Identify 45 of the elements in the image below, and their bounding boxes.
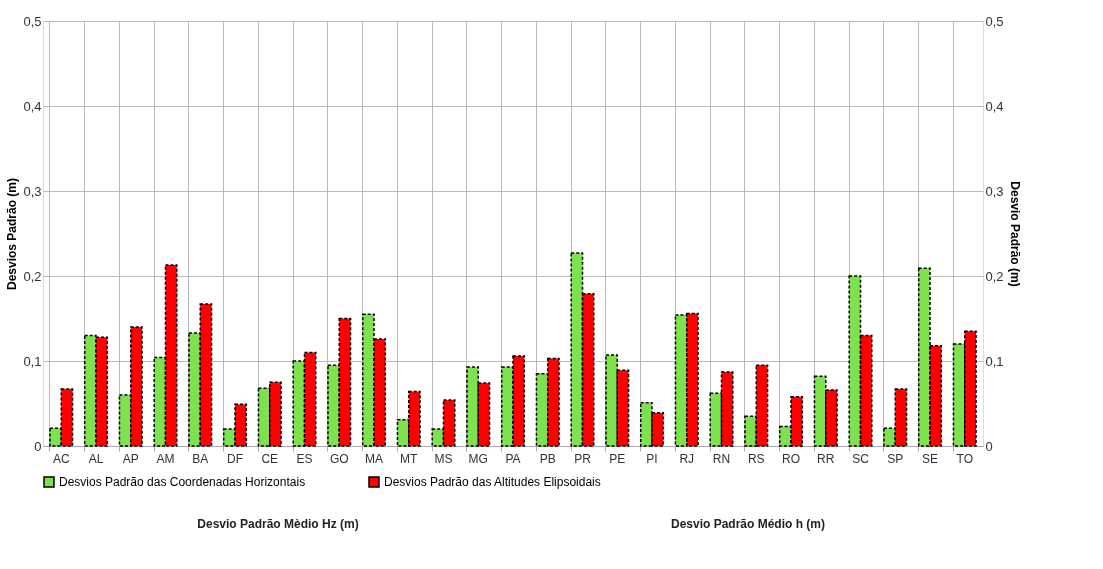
x-tick-label: PA xyxy=(505,451,521,466)
y2-tick-label: 0 xyxy=(985,438,993,454)
x-tick-label: AP xyxy=(122,451,139,466)
y-axis-title: Desvios Padrão (m) xyxy=(5,177,20,291)
y2-tick-label: 0,2 xyxy=(985,268,1004,284)
x-tick-label: RS xyxy=(747,451,765,466)
y2-axis-title: Desvio Padrão (m) xyxy=(1007,181,1022,287)
text: Desvio Padrão Médio h (m) xyxy=(670,517,826,531)
y-tick-label: 0,2 xyxy=(23,268,42,284)
x-tick-label: PE xyxy=(609,451,626,466)
legend-label: Desvios Padrão das Altitudes Elipsoidais xyxy=(384,475,601,489)
x-tick-label: SE xyxy=(922,451,939,466)
text: Desvio Padrão Mèdio Hz (m) xyxy=(197,517,359,531)
x-tick-label: DF xyxy=(227,451,243,466)
y-tick-label: 0 xyxy=(34,438,42,454)
x-tick-label: RO xyxy=(782,451,800,466)
x-tick-label: SC xyxy=(852,451,870,466)
y-tick-label: 0,3 xyxy=(23,183,42,199)
x-tick-label: RN xyxy=(712,451,731,466)
x-tick-label: MS xyxy=(434,451,453,466)
y2-tick-label: 0,1 xyxy=(985,353,1004,369)
y2-tick-label: 0,5 xyxy=(985,13,1004,29)
y-tick-label: 0,1 xyxy=(23,353,42,369)
x-tick-label: PI xyxy=(646,451,658,466)
x-tick-label: AC xyxy=(52,451,70,466)
legend-label: Desvios Padrão das Coordenadas Horizontais xyxy=(59,475,306,489)
x-tick-label: ES xyxy=(296,451,313,466)
x-tick-label: TO xyxy=(956,451,973,466)
x-tick-label: MA xyxy=(365,451,383,466)
x-tick-label: MT xyxy=(400,451,419,466)
x-tick-label: SP xyxy=(887,451,904,466)
x-tick-label: MG xyxy=(468,451,488,466)
x-tick-label: PR xyxy=(574,451,592,466)
x-tick-label: AL xyxy=(88,451,104,466)
y2-tick-label: 0,3 xyxy=(985,183,1004,199)
x-tick-label: RJ xyxy=(679,451,695,466)
x-tick-label: AM xyxy=(156,451,175,466)
x-tick-label: PB xyxy=(539,451,556,466)
x-tick-label: CE xyxy=(261,451,279,466)
y-tick-label: 0,4 xyxy=(23,98,42,114)
x-tick-label: GO xyxy=(329,451,349,466)
y2-tick-label: 0,4 xyxy=(985,98,1004,114)
x-tick-label: BA xyxy=(192,451,209,466)
x-tick-label: RR xyxy=(817,451,835,466)
y-tick-label: 0,5 xyxy=(23,13,42,29)
